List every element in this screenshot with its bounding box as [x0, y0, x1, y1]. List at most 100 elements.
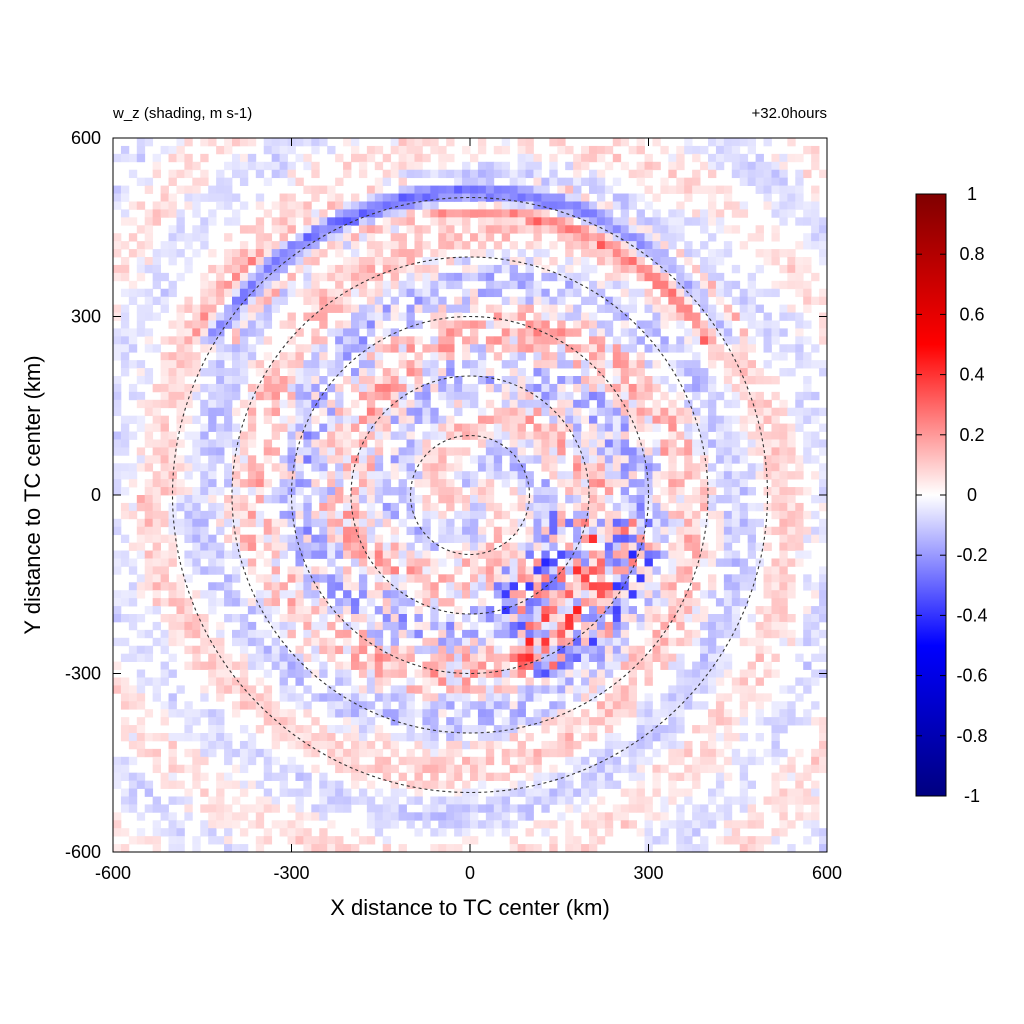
heatmap-cell [406, 272, 415, 282]
heatmap-cell [715, 788, 725, 797]
heatmap-cell [462, 645, 471, 655]
heatmap-cell [184, 606, 193, 615]
heatmap-cell [715, 225, 725, 234]
heatmap-cell [676, 447, 685, 456]
heatmap-cell [636, 225, 645, 234]
heatmap-cell [422, 685, 431, 694]
heatmap-cell [708, 495, 717, 504]
heatmap-cell [581, 502, 590, 512]
heatmap-cell [247, 344, 257, 353]
heatmap-cell [581, 201, 590, 210]
heatmap-cell [541, 828, 550, 837]
heatmap-cell [462, 264, 471, 274]
heatmap-cell [366, 812, 376, 821]
heatmap-cell [636, 725, 645, 734]
heatmap-cell [731, 447, 741, 456]
heatmap-cell [573, 764, 582, 774]
heatmap-cell [216, 296, 225, 305]
heatmap-cell [660, 614, 669, 623]
heatmap-cell [351, 542, 360, 551]
heatmap-cell [160, 336, 169, 345]
heatmap-cell [303, 621, 312, 631]
heatmap-cell [200, 621, 209, 631]
heatmap-cell [430, 669, 439, 678]
heatmap-cell [422, 264, 431, 274]
heatmap-cell [692, 637, 701, 647]
heatmap-cell [430, 280, 439, 290]
heatmap-cell [660, 534, 669, 543]
heatmap-cell [232, 391, 241, 401]
heatmap-cell [263, 407, 273, 417]
heatmap-cell [501, 264, 511, 274]
heatmap-cell [477, 272, 487, 282]
heatmap-cell [144, 645, 154, 655]
heatmap-cell [596, 241, 606, 250]
heatmap-cell [295, 399, 304, 409]
heatmap-cell [216, 145, 225, 155]
heatmap-cell [263, 669, 273, 678]
heatmap-cell [136, 550, 146, 559]
heatmap-cell [700, 479, 709, 488]
heatmap-cell [581, 257, 590, 266]
heatmap-cell [620, 653, 630, 662]
heatmap-cell [652, 550, 661, 559]
heatmap-cell [351, 518, 360, 528]
heatmap-cell [604, 828, 614, 837]
heatmap-cell [414, 788, 423, 797]
heatmap-cell [501, 471, 511, 480]
heatmap-cell [604, 733, 614, 742]
heatmap-cell [723, 439, 733, 448]
heatmap-cell [525, 272, 534, 282]
heatmap-cell [517, 153, 526, 163]
heatmap-cell [295, 479, 304, 488]
heatmap-cell [192, 312, 201, 321]
heatmap-cell [692, 463, 701, 472]
heatmap-cell [708, 383, 717, 393]
heatmap-cell [430, 201, 439, 210]
heatmap-cell [438, 709, 447, 718]
heatmap-cell [604, 558, 614, 567]
heatmap-cell [176, 439, 185, 448]
heatmap-cell [263, 177, 273, 186]
heatmap-cell [113, 376, 122, 385]
heatmap-cell [366, 145, 376, 155]
heatmap-cell [374, 677, 384, 686]
heatmap-cell [485, 280, 495, 290]
heatmap-cell [303, 566, 312, 575]
heatmap-cell [731, 399, 741, 409]
heatmap-cell [343, 629, 352, 639]
heatmap-cell [731, 161, 741, 171]
heatmap-cell [239, 312, 249, 321]
heatmap-cell [224, 217, 233, 226]
heatmap-cell [224, 264, 233, 274]
heatmap-cell [216, 796, 225, 805]
heatmap-cell [549, 225, 558, 234]
heatmap-cell [446, 733, 455, 742]
heatmap-cell [525, 304, 534, 313]
heatmap-cell [152, 733, 161, 742]
heatmap-cell [398, 495, 407, 504]
heatmap-cell [509, 629, 518, 639]
heatmap-cell [152, 606, 161, 615]
heatmap-cell [327, 288, 336, 298]
heatmap-cell [573, 645, 582, 655]
heatmap-cell [247, 740, 257, 750]
heatmap-cell [493, 709, 503, 718]
heatmap-cell [366, 685, 376, 694]
heatmap-cell [493, 590, 503, 599]
heatmap-cell [485, 669, 495, 678]
heatmap-cell [525, 812, 534, 821]
heatmap-cell [715, 629, 725, 639]
heatmap-cell [303, 495, 312, 504]
heatmap-cell [144, 328, 154, 337]
heatmap-cell [136, 463, 146, 472]
heatmap-cell [414, 439, 423, 448]
heatmap-cell [501, 772, 511, 781]
heatmap-cell [684, 439, 693, 448]
heatmap-cell [533, 344, 542, 353]
heatmap-cell [232, 153, 241, 163]
heatmap-cell [668, 423, 677, 432]
heatmap-cell [676, 312, 685, 321]
heatmap-cell [263, 645, 273, 655]
heatmap-cell [604, 344, 614, 353]
